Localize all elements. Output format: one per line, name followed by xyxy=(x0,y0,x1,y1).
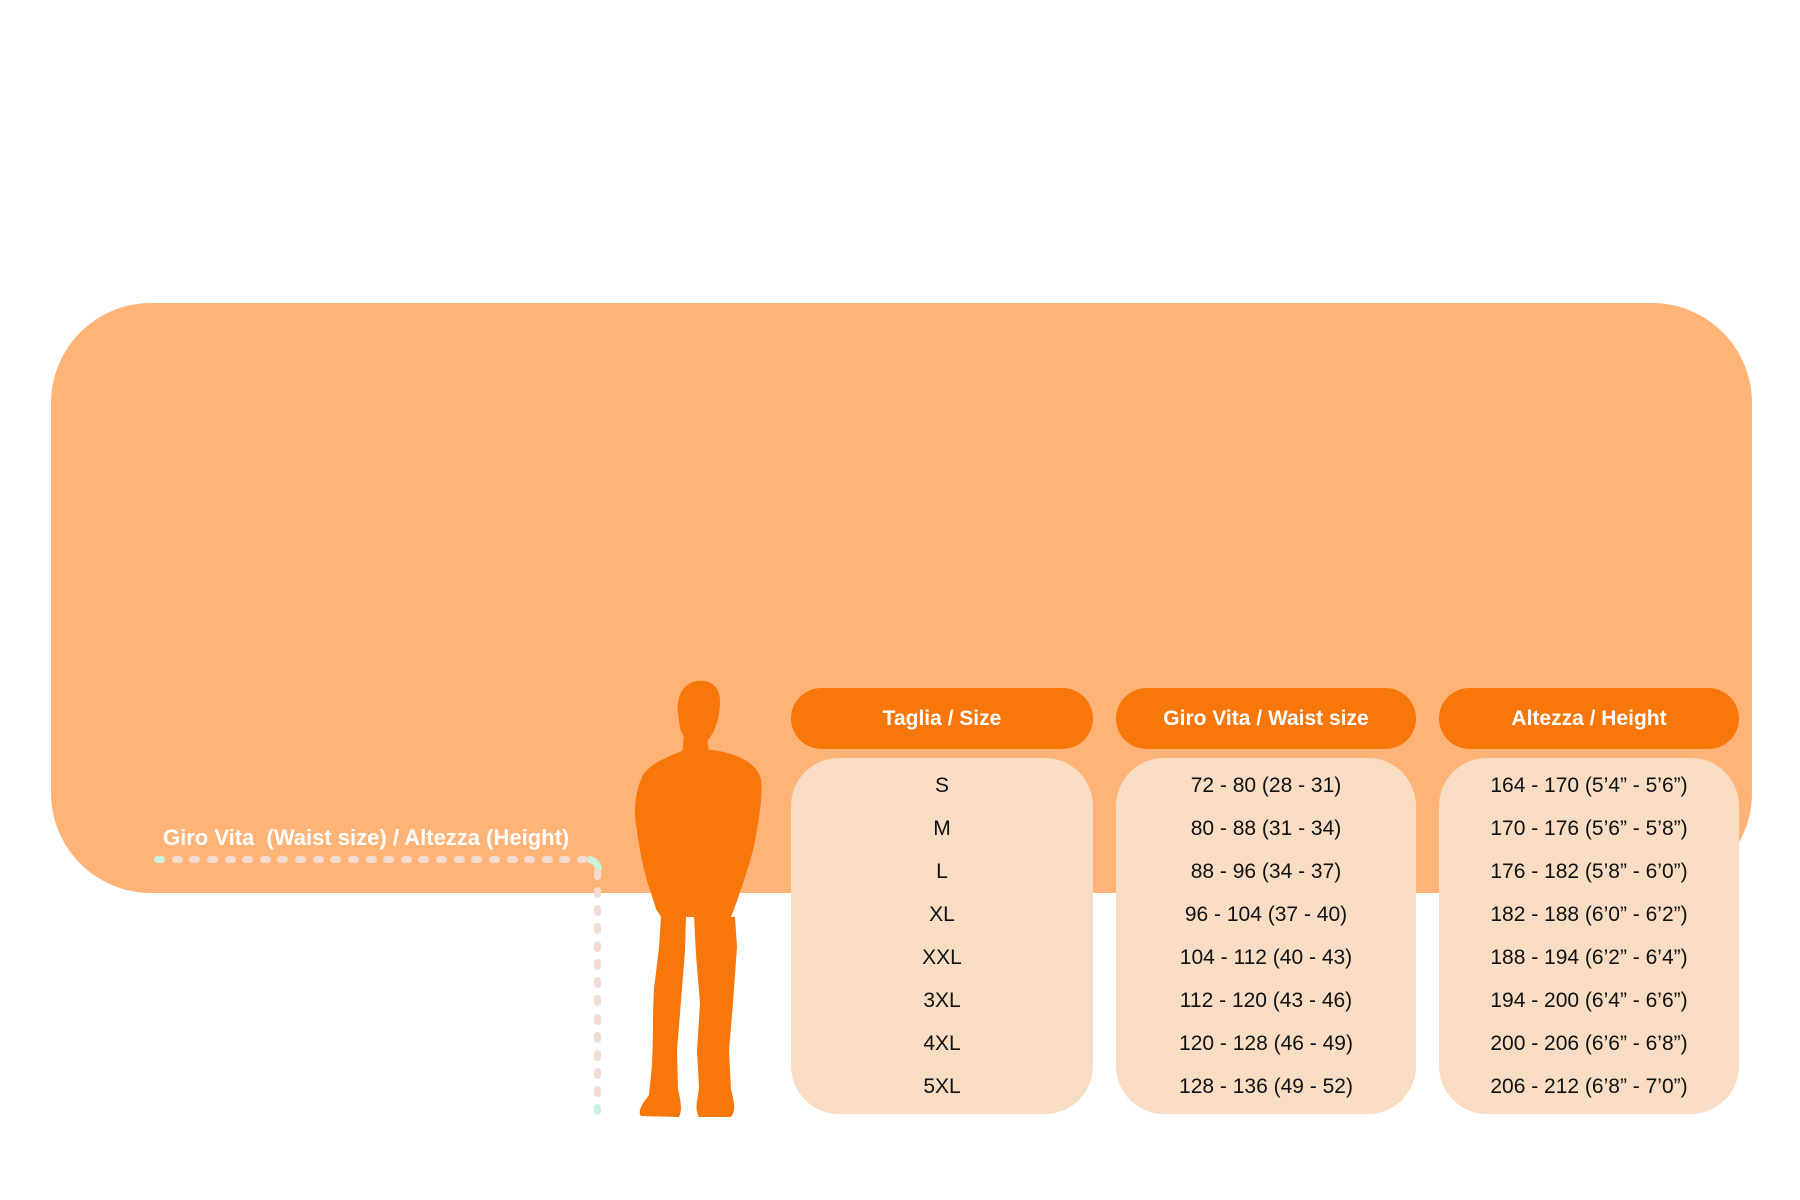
size-cell: 5XL xyxy=(923,1074,961,1098)
dash xyxy=(347,856,359,863)
waist-cell: 112 - 120 (43 - 46) xyxy=(1179,988,1353,1012)
dash xyxy=(330,856,342,863)
dash xyxy=(383,856,395,863)
dash xyxy=(259,856,271,863)
dash xyxy=(277,856,289,863)
dash xyxy=(418,856,430,863)
height-cell: 200 - 206 (6’6” - 6’8”) xyxy=(1490,1031,1688,1055)
height-cell: 170 - 176 (5’6” - 5’8”) xyxy=(1490,816,1688,840)
size-cell: L xyxy=(936,859,948,883)
dashed-line-corner xyxy=(588,856,602,870)
waist-cell: 128 - 136 (49 - 52) xyxy=(1179,1074,1353,1098)
dash xyxy=(400,856,412,863)
size-cell: XXL xyxy=(922,945,962,969)
height-dashed-line xyxy=(594,869,601,1115)
height-cell: 188 - 194 (6’2” - 6’4”) xyxy=(1490,945,1688,969)
dash xyxy=(594,1103,601,1115)
height-cell: 206 - 212 (6’8” - 7’0”) xyxy=(1490,1074,1688,1098)
waist-values-panel: 72 - 80 (28 - 31) 80 - 88 (31 - 34) 88 - 9… xyxy=(1116,758,1416,1114)
size-cell: 4XL xyxy=(923,1031,961,1055)
waist-cell: 96 - 104 (37 - 40) xyxy=(1184,902,1348,926)
size-guide-card: Giro Vita (Waist size) / Altezza (Height… xyxy=(51,303,1752,1117)
waist-cell: 80 - 88 (31 - 34) xyxy=(1190,816,1342,840)
dash xyxy=(594,1085,601,1097)
dash xyxy=(594,941,601,953)
dash xyxy=(594,995,601,1007)
dash xyxy=(577,856,588,863)
height-cell: 182 - 188 (6’0” - 6’2”) xyxy=(1490,902,1688,926)
size-cell: XL xyxy=(929,902,955,926)
dash xyxy=(524,856,536,863)
waist-cell: 88 - 96 (34 - 37) xyxy=(1190,859,1342,883)
measure-label: Giro Vita (Waist size) / Altezza (Height… xyxy=(163,825,570,850)
dash xyxy=(541,856,553,863)
dash xyxy=(206,856,218,863)
height-cell: 194 - 200 (6’4” - 6’6”) xyxy=(1490,988,1688,1012)
dash xyxy=(189,856,201,863)
height-cell: 164 - 170 (5’4” - 5’6”) xyxy=(1490,773,1688,797)
dash xyxy=(295,856,306,863)
size-values-panel: S M L XL XXL 3XL 4XL 5XL xyxy=(791,758,1093,1114)
dash xyxy=(224,856,236,863)
column-header-height: Altezza / Height xyxy=(1439,688,1739,749)
dash xyxy=(594,959,601,971)
waist-cell: 72 - 80 (28 - 31) xyxy=(1190,773,1342,797)
height-cell: 176 - 182 (5’8” - 6’0”) xyxy=(1490,859,1688,883)
dash xyxy=(506,856,518,863)
dash xyxy=(594,923,601,935)
dash xyxy=(594,1049,601,1061)
height-values-panel: 164 - 170 (5’4” - 5’6”) 170 - 176 (5’6” -… xyxy=(1439,758,1739,1114)
dash xyxy=(594,869,601,880)
waist-cell: 120 - 128 (46 - 49) xyxy=(1179,1031,1353,1055)
dash xyxy=(594,905,601,917)
dash xyxy=(154,856,165,863)
size-cell: S xyxy=(934,773,949,797)
dash xyxy=(312,856,324,863)
dash xyxy=(242,856,254,863)
man-silhouette xyxy=(635,680,762,1117)
size-cell: 3XL xyxy=(923,988,961,1012)
column-header-waist: Giro Vita / Waist size xyxy=(1116,688,1416,749)
waist-cell: 104 - 112 (40 - 43) xyxy=(1179,945,1353,969)
dash xyxy=(436,856,447,863)
dash xyxy=(594,887,601,899)
dash xyxy=(594,1067,601,1079)
dash xyxy=(471,856,483,863)
dash xyxy=(594,1031,601,1043)
dash xyxy=(594,977,601,989)
size-cell: M xyxy=(933,816,951,840)
waist-dashed-line xyxy=(154,856,588,863)
dash xyxy=(488,856,500,863)
dash xyxy=(559,856,571,863)
dash xyxy=(171,856,183,863)
dash xyxy=(365,856,377,863)
dash xyxy=(594,1013,601,1025)
dash xyxy=(453,856,465,863)
column-header-size: Taglia / Size xyxy=(791,688,1093,749)
